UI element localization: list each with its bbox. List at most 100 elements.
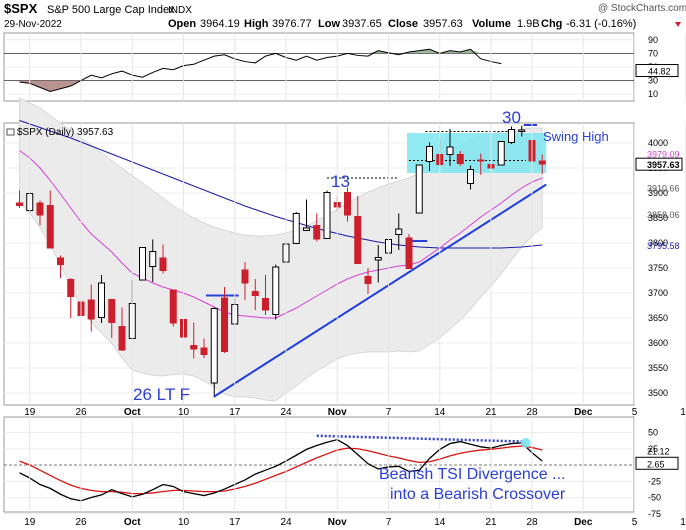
candle-down — [251, 291, 259, 296]
price-value-label: 3910.66 — [647, 184, 680, 194]
tsi-last-value: 21.12 — [647, 446, 670, 456]
price-tick-label: 3650 — [648, 313, 668, 323]
ma50-line — [19, 120, 543, 249]
price-tick-label: 3550 — [648, 363, 668, 373]
candle-down — [87, 299, 95, 320]
x-tick-label: 17 — [229, 407, 241, 418]
price-legend: $SPX (Daily) 3957.63 — [6, 127, 114, 138]
candle-up — [467, 169, 474, 184]
x-tick-label: 5 — [632, 407, 638, 418]
chg-value: -6.31 (-0.16%) — [566, 18, 636, 30]
swing-high-label: Swing High — [543, 129, 609, 144]
tsi-tick-label: 50 — [648, 428, 658, 438]
legend-swatch-icon — [6, 128, 15, 136]
open-label: Open — [168, 18, 196, 30]
candle-down — [477, 159, 485, 162]
price-value-label: 3795.58 — [647, 241, 680, 251]
price-tick-label: 3750 — [648, 263, 668, 273]
price-tick-label: 3500 — [648, 388, 668, 398]
wave-count-26-lt-f: 26 LT F — [133, 385, 190, 404]
candle-down — [354, 216, 362, 264]
exchange-label: INDX — [168, 5, 192, 16]
candle-up — [395, 228, 403, 235]
candle-down — [67, 279, 75, 297]
volume-value: 1.9B — [517, 18, 540, 30]
price-value-label: 3858.06 — [647, 210, 680, 220]
candle-up — [149, 251, 157, 267]
candle-down — [169, 289, 177, 324]
price-tick-label: 3600 — [648, 338, 668, 348]
candle-up — [518, 129, 526, 132]
x-tick-label: 21 — [485, 407, 497, 418]
tsi-divergence-label: Bearish TSI Divergence ... — [379, 466, 565, 483]
x-tick-label: 24 — [280, 517, 292, 528]
x-tick-label: 26 — [75, 407, 87, 418]
price-value-label: 3957.63 — [647, 160, 680, 170]
candle-down — [46, 205, 54, 249]
tsi-crossover-label: into a Bearish Crossover — [390, 486, 566, 503]
price-tick-label: 3800 — [648, 238, 668, 248]
x-tick-label: 10 — [178, 517, 190, 528]
candle-up — [210, 308, 218, 384]
rsi-tick-label: 10 — [648, 89, 658, 99]
candle-up — [323, 192, 331, 239]
x-tick-label: Dec — [574, 407, 593, 418]
axes-layer: 19 19 26 26 Oct Oct 10 10 17 17 24 24 Nov Nov 7 7 14 14 21… — [24, 33, 686, 528]
candle-down — [405, 237, 413, 269]
tsi-tick-label: -25 — [648, 476, 661, 486]
candle-down — [538, 160, 546, 165]
candle-down — [262, 298, 269, 311]
wave-count-13: 13 — [331, 172, 350, 191]
candle-up — [426, 146, 433, 162]
date-label: 29-Nov-2022 — [4, 19, 62, 30]
candle-down — [313, 225, 321, 240]
chg-label: Chg — [541, 18, 562, 30]
x-tick-label: Nov — [328, 517, 347, 528]
candle-down — [108, 299, 116, 323]
x-tick-label: Dec — [574, 517, 593, 528]
candle-up — [374, 257, 382, 261]
candle-down — [190, 345, 198, 350]
x-tick-label: 26 — [75, 517, 87, 528]
candle-up — [292, 213, 300, 244]
x-tick-label: 28 — [526, 407, 538, 418]
x-tick-label: 7 — [386, 517, 392, 528]
x-tick-label: 19 — [24, 407, 36, 418]
x-tick-label: 24 — [280, 407, 292, 418]
rsi-tick-label: 90 — [648, 35, 658, 45]
down-arrow-icon — [675, 22, 681, 27]
price-panel-label: $SPX (Daily) 3957.63 — [17, 127, 114, 138]
candle-down — [456, 154, 464, 164]
candle-down — [364, 276, 372, 284]
ma20-line — [19, 150, 543, 319]
symbol-label: $SPX — [4, 1, 38, 16]
index-name: S&P 500 Large Cap Index — [47, 4, 175, 16]
volume-label: Volume — [472, 18, 511, 30]
x-tick-label: 12 — [680, 407, 686, 418]
candle-down — [118, 326, 126, 351]
price-value-label: 3979.09 — [647, 149, 680, 159]
candle-down — [57, 257, 64, 265]
x-tick-label: 19 — [24, 517, 36, 528]
x-tick-label: 17 — [229, 517, 241, 528]
candle-up — [272, 266, 280, 315]
x-tick-label: 7 — [386, 407, 392, 418]
x-tick-label: Nov — [328, 407, 347, 418]
tsi-tick-label: -50 — [648, 493, 661, 503]
x-tick-label: 14 — [434, 407, 446, 418]
last-price-box — [635, 157, 683, 171]
price-tick-label: 4000 — [648, 138, 668, 148]
divergence-line — [316, 434, 526, 443]
x-tick-label: 5 — [632, 517, 638, 528]
x-tick-label: 10 — [178, 407, 190, 418]
bollinger-band — [19, 97, 543, 402]
tsi-series-line — [19, 438, 543, 502]
rsi-oversold-fill — [19, 80, 502, 92]
price-tick-label: 3700 — [648, 288, 668, 298]
candle-down — [344, 192, 351, 216]
candle-up — [415, 164, 423, 214]
candle-up — [303, 227, 310, 231]
price-layer: 4000395039003850380037503700365036003550… — [4, 97, 683, 402]
candle-down — [241, 269, 249, 284]
